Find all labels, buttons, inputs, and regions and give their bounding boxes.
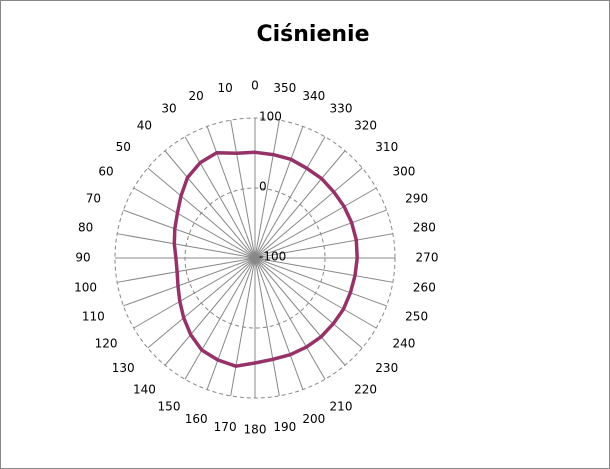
category-label: 70 bbox=[86, 192, 101, 206]
category-label: 310 bbox=[375, 140, 398, 154]
category-label: 340 bbox=[302, 89, 325, 103]
chart-title: Ciśnienie bbox=[256, 22, 369, 47]
spoke bbox=[254, 126, 304, 259]
spoke bbox=[164, 150, 256, 259]
spoke bbox=[133, 257, 256, 329]
spoke bbox=[147, 167, 256, 259]
category-label: 150 bbox=[158, 399, 181, 413]
category-label: 0 bbox=[251, 79, 259, 93]
category-label: 290 bbox=[405, 192, 428, 206]
category-label: 30 bbox=[161, 102, 176, 116]
spoke bbox=[254, 257, 280, 396]
spoke bbox=[164, 257, 256, 366]
category-label: 260 bbox=[413, 280, 436, 294]
category-label: 130 bbox=[112, 361, 135, 375]
r-tick-label: 100 bbox=[259, 110, 282, 124]
r-tick-label: 0 bbox=[259, 180, 267, 194]
category-label: 220 bbox=[354, 382, 377, 396]
category-label: 20 bbox=[189, 89, 204, 103]
spoke bbox=[254, 257, 304, 390]
spoke bbox=[254, 257, 387, 307]
category-label: 140 bbox=[133, 382, 156, 396]
category-label: 190 bbox=[273, 420, 296, 434]
spoke bbox=[254, 136, 326, 259]
category-label: 320 bbox=[354, 119, 377, 133]
category-label: 160 bbox=[185, 412, 208, 426]
spoke bbox=[123, 209, 256, 259]
spoke bbox=[230, 120, 256, 259]
category-label: 200 bbox=[302, 412, 325, 426]
category-label: 240 bbox=[393, 337, 416, 351]
category-label: 90 bbox=[75, 251, 90, 265]
spoke bbox=[254, 257, 377, 329]
category-label: 170 bbox=[214, 420, 237, 434]
spoke bbox=[117, 257, 256, 283]
spoke bbox=[254, 187, 377, 259]
spoke bbox=[147, 257, 256, 349]
spoke bbox=[254, 209, 387, 259]
spoke bbox=[206, 257, 256, 390]
category-label: 120 bbox=[95, 337, 118, 351]
category-label: 210 bbox=[330, 399, 353, 413]
spoke bbox=[254, 257, 393, 283]
category-label: 60 bbox=[98, 165, 113, 179]
category-label: 230 bbox=[375, 361, 398, 375]
category-label: 10 bbox=[217, 81, 232, 95]
spoke bbox=[254, 150, 346, 259]
category-label: 80 bbox=[78, 221, 93, 235]
category-label: 350 bbox=[273, 81, 296, 95]
spoke bbox=[206, 126, 256, 259]
category-label: 270 bbox=[416, 251, 439, 265]
spoke bbox=[254, 167, 363, 259]
spoke bbox=[254, 257, 363, 349]
r-tick-label: -100 bbox=[259, 250, 286, 264]
category-label: 250 bbox=[405, 309, 428, 323]
spoke bbox=[254, 233, 393, 259]
spoke bbox=[230, 257, 256, 396]
category-label: 50 bbox=[116, 140, 131, 154]
category-label: 180 bbox=[244, 423, 267, 437]
spoke bbox=[254, 120, 280, 259]
spoke bbox=[123, 257, 256, 307]
spoke bbox=[254, 257, 326, 380]
category-label: 100 bbox=[74, 280, 97, 294]
spoke bbox=[133, 187, 256, 259]
series-line bbox=[172, 150, 359, 368]
category-label: 330 bbox=[330, 102, 353, 116]
category-label: 110 bbox=[82, 309, 105, 323]
spoke bbox=[184, 136, 256, 259]
spoke bbox=[254, 257, 346, 366]
category-label: 280 bbox=[413, 221, 436, 235]
category-label: 40 bbox=[137, 119, 152, 133]
category-label: 300 bbox=[393, 165, 416, 179]
spoke bbox=[117, 233, 256, 259]
spoke bbox=[184, 257, 256, 380]
